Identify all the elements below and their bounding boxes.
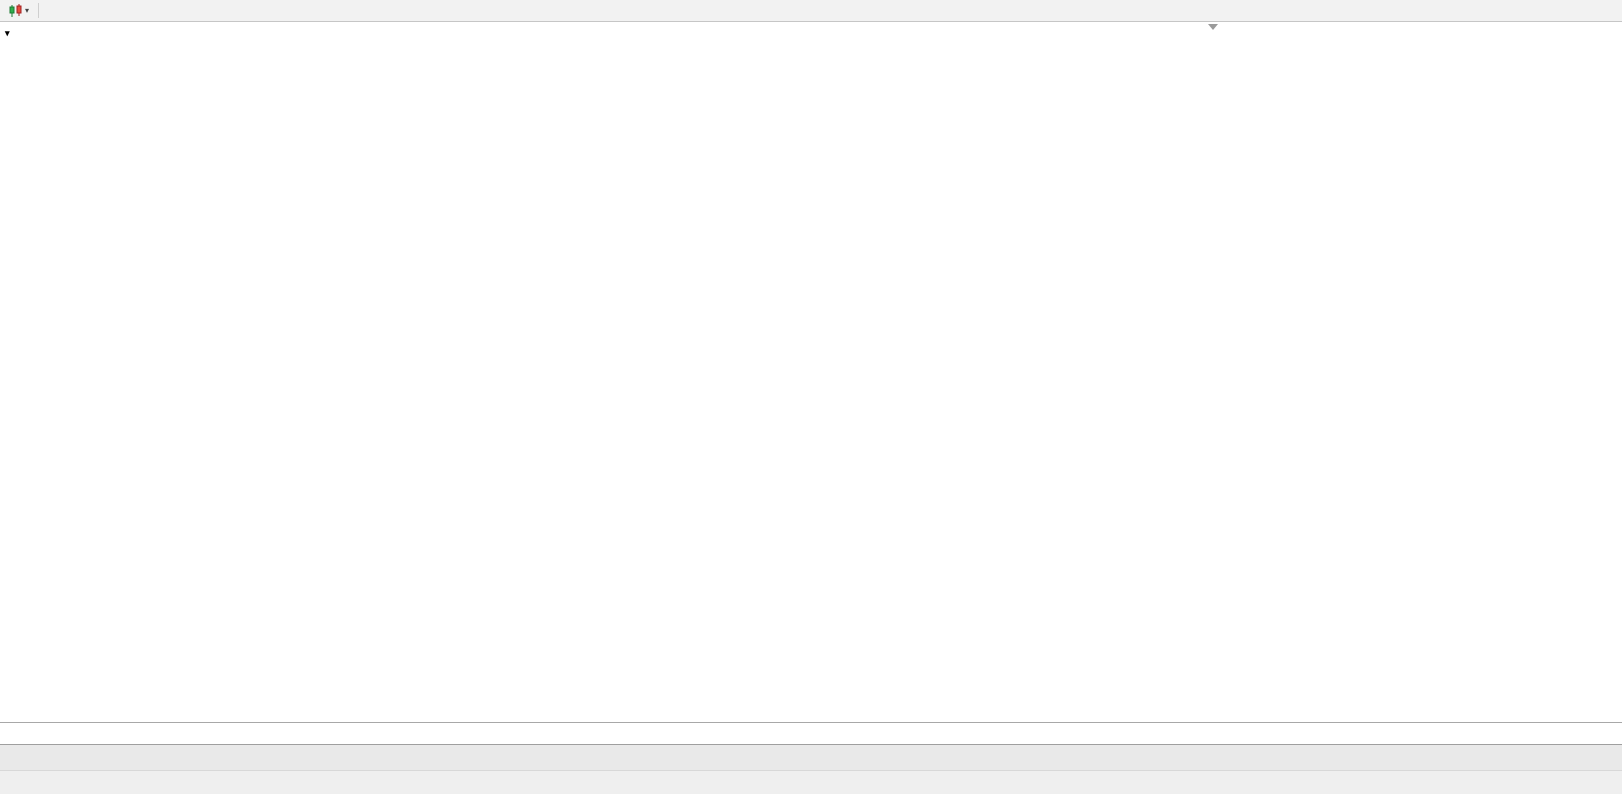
- macd-indicator-label: [6, 634, 18, 646]
- toolbar-separator: [38, 3, 40, 18]
- candlestick-glyph: [9, 3, 22, 17]
- chart-type-icon[interactable]: ▾: [4, 3, 33, 19]
- price-chart-canvas[interactable]: [0, 22, 1622, 722]
- collapse-icon[interactable]: ▾: [5, 28, 10, 38]
- date-axis[interactable]: [0, 722, 1622, 744]
- chart-tabs-bar: [0, 744, 1622, 770]
- rsi-indicator-label: [6, 542, 12, 554]
- status-bar: [0, 770, 1622, 794]
- chart-shift-marker: [1208, 24, 1218, 30]
- timeframe-toolbar: ▾: [0, 0, 1622, 22]
- chevron-down-icon: ▾: [25, 6, 30, 15]
- chart-title: ▾: [5, 28, 45, 39]
- chart-area[interactable]: ▾: [0, 22, 1622, 722]
